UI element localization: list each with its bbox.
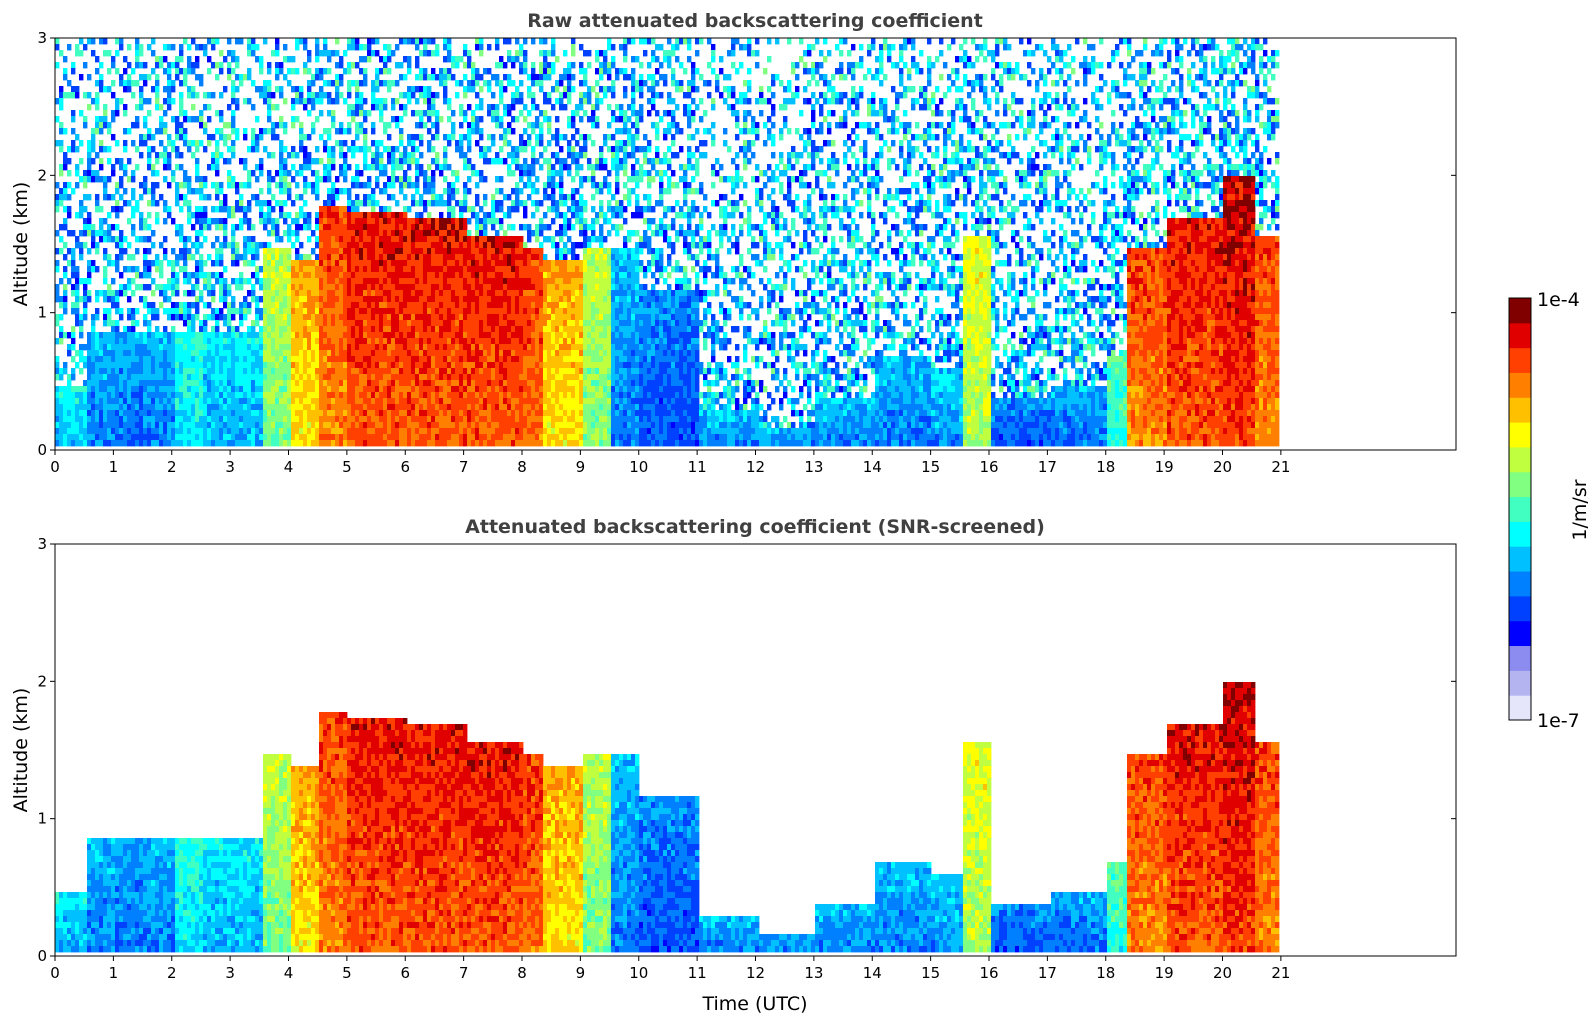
y-axis: 0 1 2 3 (37, 535, 1456, 965)
x-tick-label: 13 (804, 458, 823, 476)
y-tick-label: 0 (37, 441, 47, 459)
colorbar-frame (1508, 297, 1532, 721)
colorbar-scale (1509, 298, 1531, 721)
colorbar-step (1509, 347, 1531, 373)
raw-backscatter-chart: Raw attenuated backscattering coefficien… (10, 10, 1457, 476)
screened-backscatter-chart: Attenuated backscattering coefficient (S… (10, 516, 1457, 1015)
colorbar-step (1509, 645, 1531, 671)
heatmap-cells (55, 682, 1280, 953)
x-tick-label: 0 (50, 458, 60, 476)
x-tick-label: 3 (225, 964, 235, 982)
colorbar-step (1509, 471, 1531, 498)
colorbar-step (1509, 298, 1531, 324)
x-tick-label: 19 (1155, 458, 1174, 476)
x-tick-label: 20 (1213, 964, 1232, 982)
colorbar-step (1509, 695, 1531, 721)
colorbar-step (1509, 446, 1531, 473)
x-tick-label: 5 (342, 458, 352, 476)
colorbar-step (1509, 620, 1531, 647)
y-axis: 0 1 2 3 (37, 29, 1456, 459)
x-tick-label: 10 (629, 964, 648, 982)
heatmap-area (55, 682, 1280, 953)
x-tick-label: 15 (921, 458, 940, 476)
heatmap-cells (55, 38, 1280, 447)
x-tick-label: 8 (517, 964, 527, 982)
x-tick-label: 18 (1096, 964, 1115, 982)
x-axis: 0 1 2 3 4 5 6 7 8 9 10 11 12 13 14 15 16 17 18 19 20 21 (50, 450, 1290, 476)
x-tick-label: 10 (629, 458, 648, 476)
x-tick-label: 16 (979, 458, 998, 476)
x-tick-label: 13 (804, 964, 823, 982)
heatmap-area (55, 38, 1280, 447)
x-tick-label: 6 (400, 458, 410, 476)
colorbar-step (1509, 372, 1531, 398)
x-tick-label: 11 (688, 458, 707, 476)
colorbar: 1e-4 1e-7 1/m/sr (1508, 289, 1591, 732)
x-tick-label: 19 (1155, 964, 1174, 982)
x-axis-label: Time (UTC) (701, 993, 807, 1015)
x-tick-label: 0 (50, 964, 60, 982)
colorbar-step (1509, 521, 1531, 547)
y-tick-label: 0 (37, 947, 47, 965)
x-tick-label: 2 (167, 458, 177, 476)
x-tick-label: 11 (688, 964, 707, 982)
colorbar-step (1509, 322, 1531, 349)
x-tick-label: 16 (979, 964, 998, 982)
colorbar-max-label: 1e-4 (1537, 289, 1580, 311)
x-tick-label: 17 (1038, 964, 1057, 982)
x-tick-label: 14 (863, 964, 882, 982)
colorbar-unit-label: 1/m/sr (1569, 479, 1591, 540)
x-tick-label: 12 (746, 458, 765, 476)
x-axis: 0 1 2 3 4 5 6 7 8 9 10 11 12 13 14 15 16 17 18 19 20 21 (50, 956, 1290, 982)
colorbar-step (1509, 397, 1531, 423)
colorbar-step (1509, 422, 1531, 448)
x-tick-label: 9 (576, 458, 586, 476)
x-tick-label: 4 (284, 458, 294, 476)
x-tick-label: 6 (400, 964, 410, 982)
x-tick-label: 12 (746, 964, 765, 982)
chart-title: Raw attenuated backscattering coefficien… (527, 10, 983, 32)
x-tick-label: 20 (1213, 458, 1232, 476)
colorbar-step (1509, 670, 1531, 696)
y-tick-label: 2 (37, 166, 47, 184)
colorbar-step (1509, 546, 1531, 572)
y-tick-label: 1 (37, 810, 47, 828)
x-tick-label: 2 (167, 964, 177, 982)
x-tick-label: 21 (1271, 964, 1290, 982)
x-tick-label: 17 (1038, 458, 1057, 476)
x-tick-label: 7 (459, 458, 469, 476)
x-tick-label: 8 (517, 458, 527, 476)
y-tick-label: 3 (37, 29, 47, 47)
x-tick-label: 15 (921, 964, 940, 982)
y-tick-label: 1 (37, 304, 47, 322)
colorbar-min-label: 1e-7 (1537, 710, 1580, 732)
x-tick-label: 5 (342, 964, 352, 982)
x-tick-label: 21 (1271, 458, 1290, 476)
colorbar-step (1509, 595, 1531, 622)
colorbar-step (1509, 496, 1531, 522)
y-axis-label: Altitude (km) (10, 182, 32, 307)
y-axis-label: Altitude (km) (10, 688, 32, 813)
chart-title: Attenuated backscattering coefficient (S… (465, 516, 1045, 538)
x-tick-label: 9 (576, 964, 586, 982)
x-tick-label: 18 (1096, 458, 1115, 476)
x-tick-label: 1 (109, 964, 119, 982)
x-tick-label: 4 (284, 964, 294, 982)
colorbar-step (1509, 571, 1531, 597)
x-tick-label: 7 (459, 964, 469, 982)
y-tick-label: 2 (37, 672, 47, 690)
x-tick-label: 14 (863, 458, 882, 476)
y-tick-label: 3 (37, 535, 47, 553)
x-tick-label: 1 (109, 458, 119, 476)
x-tick-label: 3 (225, 458, 235, 476)
